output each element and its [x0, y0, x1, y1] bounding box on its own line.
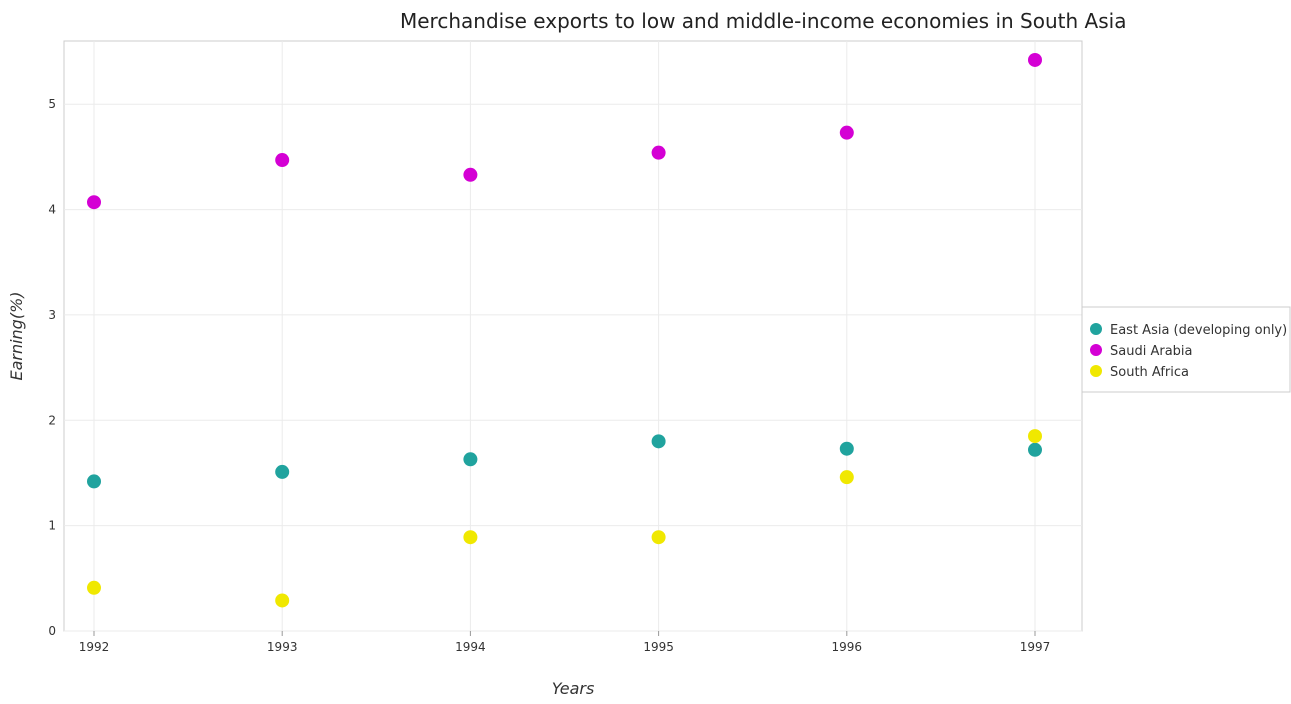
data-point [275, 464, 290, 479]
data-point [463, 530, 478, 545]
data-point [839, 125, 854, 140]
data-point [87, 474, 101, 489]
legend-marker [1090, 344, 1102, 356]
x-tick-label: 1995 [643, 640, 674, 654]
legend-label: Saudi Arabia [1110, 344, 1193, 359]
data-point [1028, 429, 1042, 444]
x-tick-label: 1997 [1020, 640, 1051, 654]
y-tick-label: 5 [48, 97, 56, 111]
y-tick-label: 3 [48, 308, 56, 322]
legend-label: East Asia (developing only) [1110, 323, 1287, 338]
y-tick-label: 2 [48, 413, 56, 427]
y-tick-label: 4 [48, 203, 56, 217]
data-point [1028, 52, 1042, 67]
y-tick-label: 1 [48, 519, 56, 533]
point-layer [87, 52, 1042, 608]
data-point [463, 167, 478, 182]
data-point [87, 580, 101, 595]
legend-box [1081, 306, 1291, 393]
x-axis-label: Years [552, 679, 595, 698]
x-tick-label: 1994 [455, 640, 486, 654]
chart-title: Merchandise exports to low and middle-in… [400, 9, 1126, 33]
data-point [275, 593, 290, 608]
plot-area [63, 40, 1083, 632]
data-point [87, 195, 101, 210]
legend-marker [1090, 323, 1102, 335]
x-tick-label: 1996 [832, 640, 863, 654]
data-point [839, 441, 854, 456]
data-point [1028, 442, 1042, 457]
data-point [651, 530, 666, 545]
x-tick-label: 1992 [79, 640, 110, 654]
legend-label: South Africa [1110, 365, 1189, 380]
data-point [275, 153, 290, 168]
legend: East Asia (developing only) Saudi Arabia S… [1081, 306, 1291, 393]
data-point [463, 452, 478, 467]
y-tick-label: 0 [48, 624, 56, 638]
x-tick-label: 1993 [267, 640, 298, 654]
legend-marker [1090, 365, 1102, 377]
y-axis-label: Earning(%) [7, 291, 26, 380]
data-point [651, 145, 666, 160]
data-point [651, 434, 666, 449]
tick-layer: 0 1 2 3 4 5 1992 1993 1994 1995 1996 1997 [48, 97, 1050, 654]
data-point [839, 470, 854, 485]
